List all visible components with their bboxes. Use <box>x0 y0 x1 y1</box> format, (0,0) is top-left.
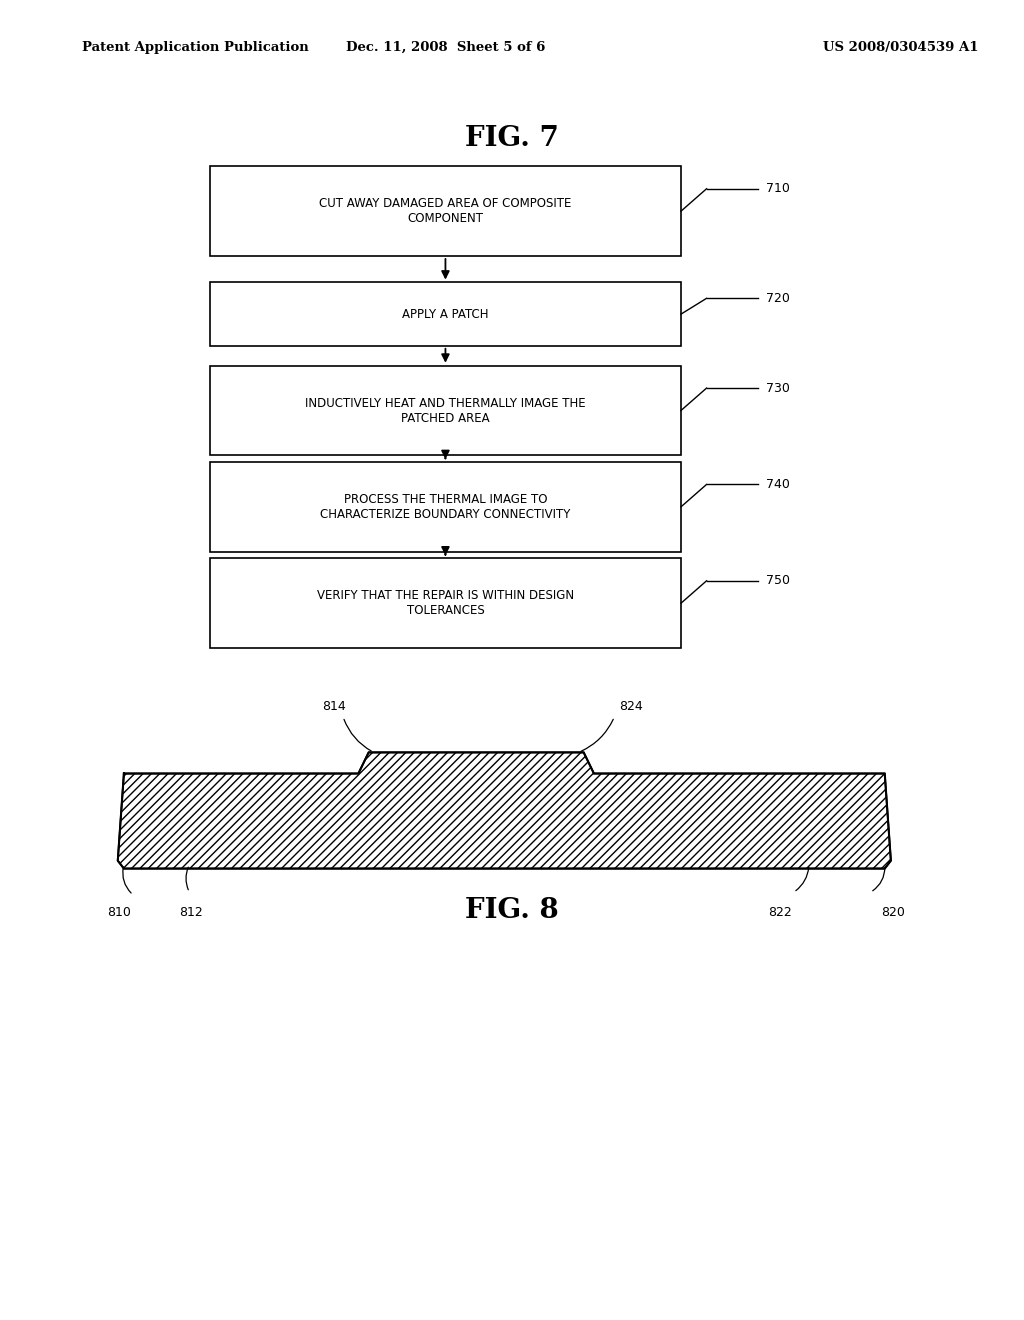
Text: APPLY A PATCH: APPLY A PATCH <box>402 308 488 321</box>
Text: 740: 740 <box>766 478 790 491</box>
Text: 814: 814 <box>323 700 346 713</box>
FancyBboxPatch shape <box>210 462 681 552</box>
Text: Patent Application Publication: Patent Application Publication <box>82 41 308 54</box>
Text: FIG. 7: FIG. 7 <box>465 125 559 152</box>
Text: VERIFY THAT THE REPAIR IS WITHIN DESIGN
TOLERANCES: VERIFY THAT THE REPAIR IS WITHIN DESIGN … <box>316 589 574 618</box>
Text: 710: 710 <box>766 182 790 195</box>
Text: CUT AWAY DAMAGED AREA OF COMPOSITE
COMPONENT: CUT AWAY DAMAGED AREA OF COMPOSITE COMPO… <box>319 197 571 226</box>
Text: 822: 822 <box>768 906 792 919</box>
FancyBboxPatch shape <box>210 282 681 346</box>
Text: US 2008/0304539 A1: US 2008/0304539 A1 <box>823 41 979 54</box>
Text: PROCESS THE THERMAL IMAGE TO
CHARACTERIZE BOUNDARY CONNECTIVITY: PROCESS THE THERMAL IMAGE TO CHARACTERIZ… <box>321 492 570 521</box>
Text: FIG. 8: FIG. 8 <box>465 898 559 924</box>
Polygon shape <box>118 752 891 869</box>
Text: 820: 820 <box>881 906 904 919</box>
FancyBboxPatch shape <box>210 558 681 648</box>
Text: Dec. 11, 2008  Sheet 5 of 6: Dec. 11, 2008 Sheet 5 of 6 <box>346 41 545 54</box>
FancyBboxPatch shape <box>210 166 681 256</box>
Text: 730: 730 <box>766 381 790 395</box>
Text: 750: 750 <box>766 574 790 587</box>
Text: 812: 812 <box>179 906 203 919</box>
Text: 824: 824 <box>620 700 643 713</box>
FancyBboxPatch shape <box>210 366 681 455</box>
Text: 810: 810 <box>108 906 131 919</box>
Text: 720: 720 <box>766 292 790 305</box>
Text: INDUCTIVELY HEAT AND THERMALLY IMAGE THE
PATCHED AREA: INDUCTIVELY HEAT AND THERMALLY IMAGE THE… <box>305 396 586 425</box>
